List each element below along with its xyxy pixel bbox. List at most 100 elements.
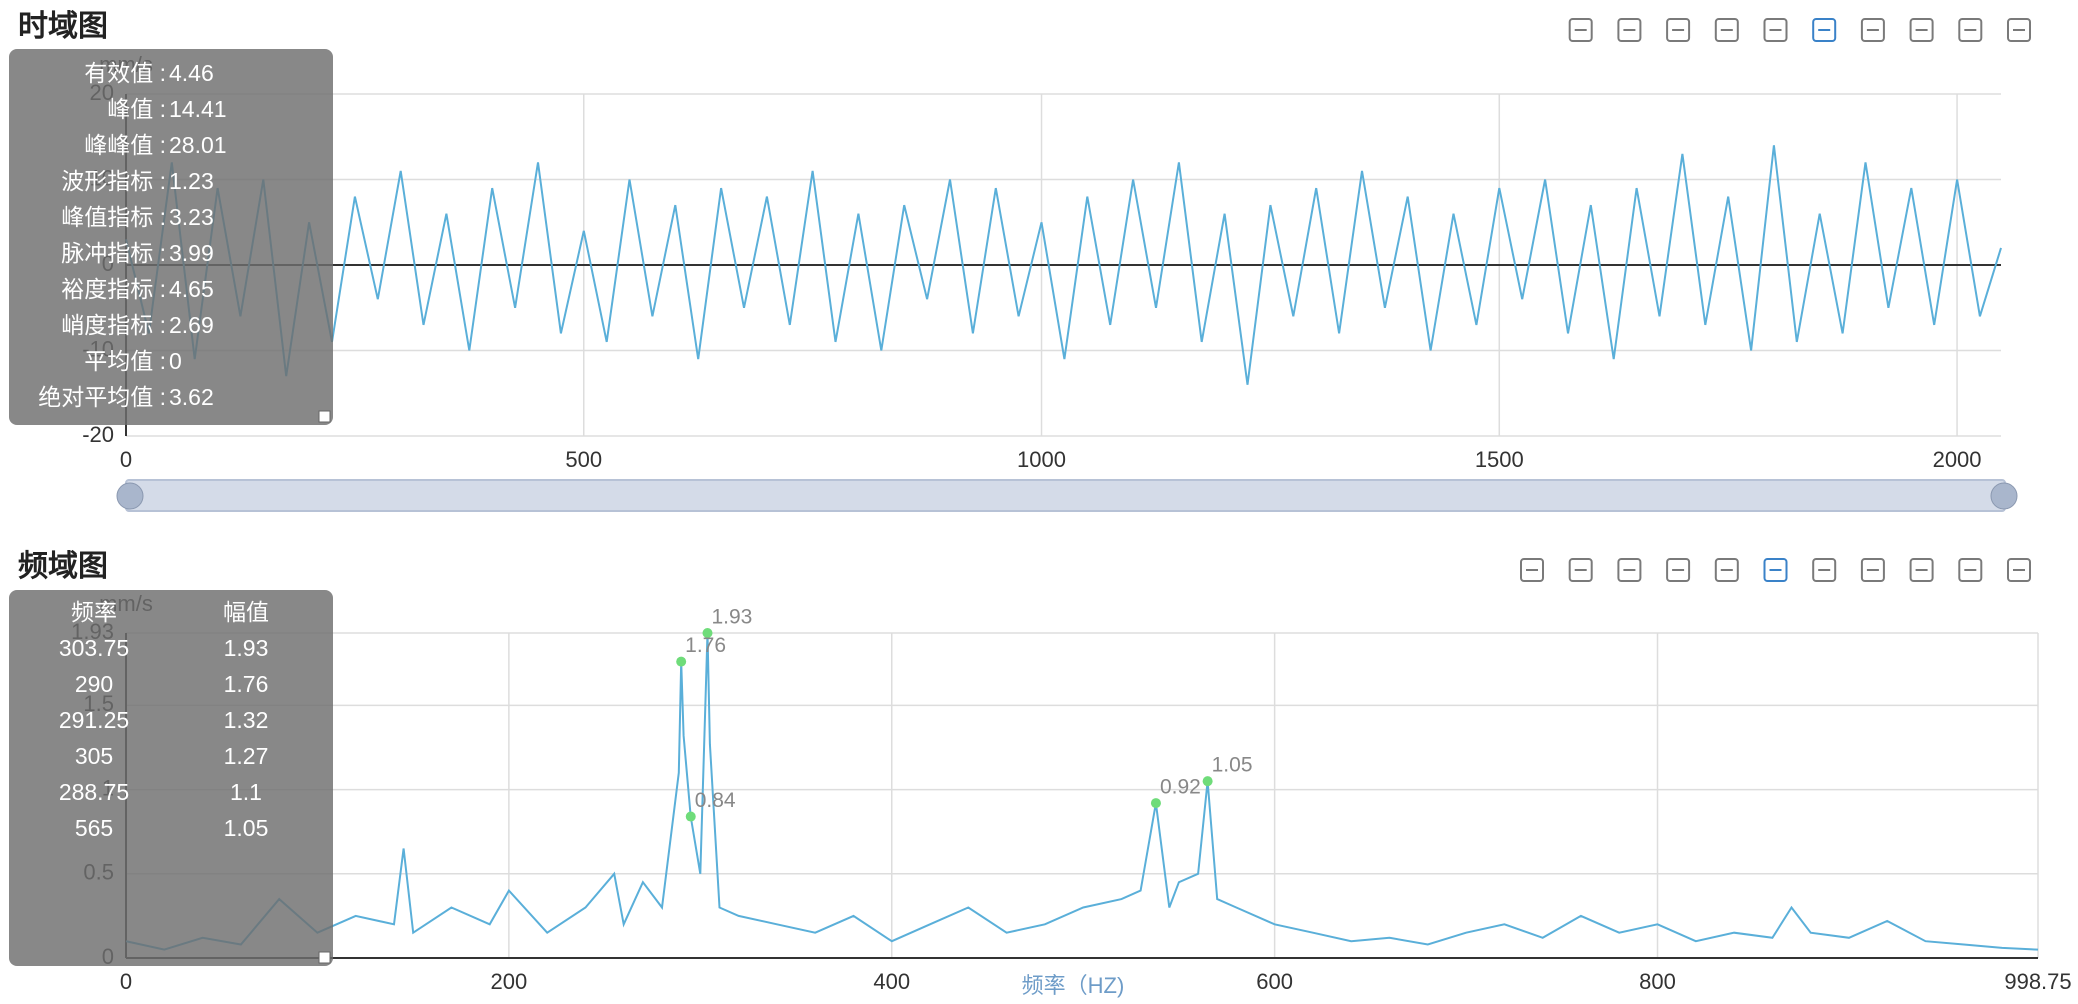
x-tick-label: 500 xyxy=(565,447,602,472)
x-tick-label: 2000 xyxy=(1933,447,1982,472)
stat-value: 4.65 xyxy=(169,276,214,302)
toolbar-button[interactable] xyxy=(1763,558,1788,582)
mark-point-label: 0.92 xyxy=(1160,776,1201,799)
slider-handle[interactable] xyxy=(116,482,144,510)
mark-point xyxy=(676,656,687,667)
stat-value: 3.23 xyxy=(169,204,214,230)
mark-point-label: 1.05 xyxy=(1212,754,1253,777)
toolbar-button[interactable] xyxy=(1568,18,1593,42)
mark-point-label: 1.76 xyxy=(685,634,726,657)
mark-point xyxy=(702,628,713,638)
mark-point xyxy=(1150,798,1161,809)
toolbar-button[interactable] xyxy=(1763,18,1788,42)
toolbar-icon xyxy=(2007,18,2031,42)
toolbar-button[interactable] xyxy=(1812,18,1837,42)
toolbar-icon xyxy=(1812,18,1837,42)
x-tick-label: 1500 xyxy=(1475,447,1524,472)
toolbar-icon xyxy=(1617,18,1642,42)
stat-label: 平均值 : xyxy=(84,348,166,374)
toolbar-icon xyxy=(1568,18,1593,42)
toolbar-button[interactable] xyxy=(1909,18,1934,42)
y-tick-label: -20 xyxy=(82,422,114,447)
toolbar-icon xyxy=(1958,18,1983,42)
x-tick-label: 0 xyxy=(120,969,132,994)
chart-title: 频域图 xyxy=(18,550,108,583)
x-axis-label: 频率（HZ) xyxy=(1022,973,1125,998)
toolbar-button[interactable] xyxy=(1617,558,1642,582)
x-tick-label: 800 xyxy=(1639,969,1676,994)
stat-label: 峭度指标 : xyxy=(61,312,166,338)
x-tick-label: 200 xyxy=(491,969,528,994)
stat-value: 14.41 xyxy=(169,96,227,122)
chart-title: 时域图 xyxy=(18,10,108,43)
x-tick-label: 998.75 xyxy=(2004,969,2071,994)
toolbar-icon xyxy=(1714,558,1739,582)
toolbar-icon xyxy=(1909,18,1934,42)
toolbar-button[interactable] xyxy=(1568,558,1593,582)
table-cell: 1.76 xyxy=(224,671,269,697)
toolbar-icon xyxy=(1860,18,1885,42)
table-cell: 288.75 xyxy=(59,779,129,805)
x-tick-label: 600 xyxy=(1256,969,1293,994)
info-panel xyxy=(9,49,333,425)
table-cell: 291.25 xyxy=(59,707,129,733)
toolbar-icon xyxy=(1666,558,1691,582)
data-zoom-slider[interactable] xyxy=(116,479,2018,512)
x-tick-label: 400 xyxy=(873,969,910,994)
stat-label: 峰峰值 : xyxy=(84,132,166,158)
x-tick-label: 0 xyxy=(120,447,132,472)
panel-resize-handle xyxy=(318,951,331,964)
toolbar-button[interactable] xyxy=(1958,18,1983,42)
stat-label: 裕度指标 : xyxy=(61,276,166,302)
line-series xyxy=(125,632,2039,951)
table-cell: 1.27 xyxy=(224,743,269,769)
table-cell: 1.1 xyxy=(230,779,262,805)
toolbar-button[interactable] xyxy=(1666,558,1691,582)
table-header: 频率 xyxy=(71,599,117,625)
toolbar-button[interactable] xyxy=(1666,18,1691,42)
stat-value: 0 xyxy=(169,348,182,374)
mark-point-label: 1.93 xyxy=(711,606,752,629)
toolbar-button[interactable] xyxy=(1714,558,1739,582)
toolbar-icon xyxy=(1714,18,1739,42)
table-cell: 305 xyxy=(75,743,113,769)
table-cell: 1.93 xyxy=(224,635,269,661)
stat-value: 3.62 xyxy=(169,384,214,410)
toolbar-icon xyxy=(1958,558,1983,582)
line-series xyxy=(125,145,2002,385)
table-header: 幅值 xyxy=(223,599,269,625)
toolbar-button[interactable] xyxy=(1860,18,1885,42)
stat-value: 1.23 xyxy=(169,168,214,194)
toolbar-icon xyxy=(1763,18,1788,42)
panel-resize-handle xyxy=(318,410,331,423)
stat-value: 28.01 xyxy=(169,132,227,158)
toolbar-icon xyxy=(1812,558,1837,582)
stat-label: 峰值 : xyxy=(107,96,166,122)
toolbar-button[interactable] xyxy=(1812,558,1837,582)
toolbar-button[interactable] xyxy=(1617,18,1642,42)
toolbar-button[interactable] xyxy=(1909,558,1934,582)
toolbar-button[interactable] xyxy=(2007,558,2031,582)
toolbar-button[interactable] xyxy=(1714,18,1739,42)
toolbar-button[interactable] xyxy=(2007,18,2031,42)
toolbar-icon xyxy=(1666,18,1691,42)
toolbar-icon xyxy=(1617,558,1642,582)
stat-label: 有效值 : xyxy=(84,60,166,86)
mark-point xyxy=(685,811,696,822)
stat-value: 2.69 xyxy=(169,312,214,338)
table-cell: 1.05 xyxy=(224,815,269,841)
stat-value: 3.99 xyxy=(169,240,214,266)
table-cell: 303.75 xyxy=(59,635,129,661)
info-panel xyxy=(9,590,333,966)
toolbar-icon xyxy=(1763,558,1788,582)
slider-track xyxy=(125,479,2006,512)
toolbar-button[interactable] xyxy=(1860,558,1885,582)
slider-handle[interactable] xyxy=(1990,482,2018,510)
x-tick-label: 1000 xyxy=(1017,447,1066,472)
toolbar-button[interactable] xyxy=(1958,558,1983,582)
table-cell: 565 xyxy=(75,815,113,841)
toolbar-button[interactable] xyxy=(1520,558,1544,582)
toolbar-icon xyxy=(1568,558,1593,582)
toolbar-icon xyxy=(1909,558,1934,582)
